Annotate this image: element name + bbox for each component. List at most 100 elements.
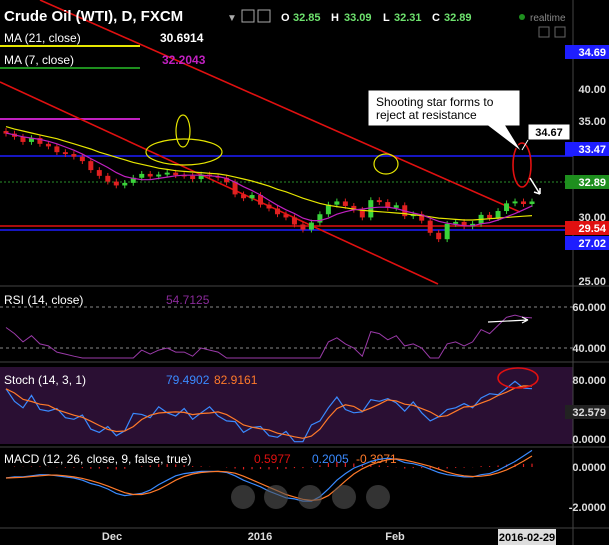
stoch-tick: 0.0000 [572, 434, 606, 446]
candle-body [453, 221, 459, 224]
candle-body [71, 154, 77, 157]
candle-body [156, 174, 162, 177]
callout-text-line2: reject at resistance [376, 108, 477, 122]
price-tick: 35.00 [578, 116, 606, 128]
high-label-box [527, 123, 571, 141]
candle-body [88, 161, 94, 171]
nav-scroll-right-icon[interactable] [366, 485, 390, 509]
ma21-legend-value: 30.6914 [160, 31, 204, 45]
rsi-tick: 60.000 [572, 302, 606, 314]
candle-body [504, 203, 510, 212]
candle-body [351, 205, 357, 210]
candle-body [258, 195, 264, 205]
candle-body [385, 202, 391, 208]
high-value: 33.09 [344, 12, 372, 24]
candle-body [164, 172, 170, 175]
candle-body [130, 177, 136, 183]
settings-icon[interactable] [241, 9, 255, 23]
annotation-ellipse-1 [145, 138, 223, 166]
candle-body [342, 201, 348, 206]
candle-body [495, 211, 501, 219]
badge-27-02 [565, 236, 609, 250]
channel-lower-line [0, 81, 439, 285]
ma21-legend-label[interactable]: MA (21, close) [4, 31, 81, 45]
candle-body [147, 173, 153, 177]
nav-step-left-icon[interactable] [264, 485, 288, 509]
ma7-legend-label[interactable]: MA (7, close) [4, 53, 74, 67]
panel-move-icon[interactable] [538, 26, 550, 38]
shooting-star-ellipse [512, 142, 532, 188]
candle-body [173, 172, 179, 176]
annotation-ellipse-3 [373, 153, 399, 175]
open-value: 32.85 [293, 12, 321, 24]
stoch-legend-label[interactable]: Stoch (14, 3, 1) [4, 373, 86, 387]
chart-title[interactable]: Crude Oil (WTI), D, FXCM [4, 8, 183, 25]
candle-body [368, 200, 374, 218]
macd-value: 0.2005 [312, 452, 349, 466]
nav-controls [231, 485, 390, 509]
candle-body [308, 222, 314, 230]
candle-body [3, 131, 9, 134]
candle-body [300, 224, 306, 230]
close-value: 32.89 [444, 12, 472, 24]
candle-body [105, 175, 111, 182]
low-value: 32.31 [394, 12, 422, 24]
candle-body [96, 170, 102, 176]
nav-scroll-left-icon[interactable] [231, 485, 255, 509]
macd-tick: 0.0000 [572, 462, 606, 474]
time-label: Dec [102, 531, 122, 543]
rsi-legend-label[interactable]: RSI (14, close) [4, 293, 83, 307]
candle-body [393, 205, 399, 208]
macd-signal-line [5, 455, 533, 502]
macd-hist-value: 0.5977 [254, 452, 291, 466]
high-label: 34.67 [535, 127, 563, 139]
candle-body [28, 138, 34, 142]
candle-body [470, 223, 476, 227]
candle-body [291, 217, 297, 225]
rsi-legend-value: 54.7125 [166, 293, 210, 307]
candle-body [317, 214, 323, 223]
callout-text-line1: Shooting star forms to [376, 95, 494, 109]
rsi-line [5, 314, 533, 359]
stoch-k-line [5, 380, 533, 443]
candle-body [419, 214, 425, 221]
rsi-tick: 40.000 [572, 343, 606, 355]
price-axis: 40.00 35.00 30.00 25.00 34.69 33.47 32.8… [565, 45, 609, 288]
candle-body [79, 156, 85, 162]
candle-body [198, 174, 204, 180]
format-icon[interactable] [257, 9, 271, 23]
candle-body [274, 208, 280, 215]
candle-body [54, 146, 60, 153]
candle-body [62, 152, 68, 155]
candle-body [224, 177, 230, 183]
nav-zoom-in-icon[interactable] [332, 485, 356, 509]
badge-text: 29.54 [578, 223, 606, 235]
badge-29-54 [565, 221, 609, 235]
candle-body [283, 214, 289, 218]
nav-zoom-out-icon[interactable] [298, 485, 322, 509]
price-tick: 25.00 [578, 276, 606, 288]
stoch-tick: 32.579 [572, 407, 606, 419]
stoch-k-value: 79.4902 [166, 373, 210, 387]
candle-body [487, 214, 493, 219]
macd-legend-label[interactable]: MACD (12, 26, close, 9, false, true) [4, 452, 191, 466]
candle-body [249, 195, 255, 199]
badge-text: 33.47 [578, 144, 606, 156]
panel-close-icon[interactable] [554, 26, 566, 38]
high-label-h: H [331, 12, 339, 24]
badge-text: 27.02 [578, 238, 606, 250]
candle-body [436, 232, 442, 240]
callout-box [367, 89, 523, 153]
badge-32-89 [565, 175, 609, 189]
candle-body [37, 138, 43, 144]
candle-body [376, 200, 382, 203]
stoch-d-value: 82.9161 [214, 373, 258, 387]
stoch-d-line [5, 385, 533, 439]
stoch-tick: 80.000 [572, 375, 606, 387]
close-label: C [432, 12, 440, 24]
badge-34-69 [565, 45, 609, 59]
title-dropdown-icon[interactable]: ▼ [227, 13, 237, 24]
candle-body [232, 182, 238, 195]
macd-histogram [13, 461, 533, 470]
annotation-ellipse-2 [175, 114, 191, 148]
